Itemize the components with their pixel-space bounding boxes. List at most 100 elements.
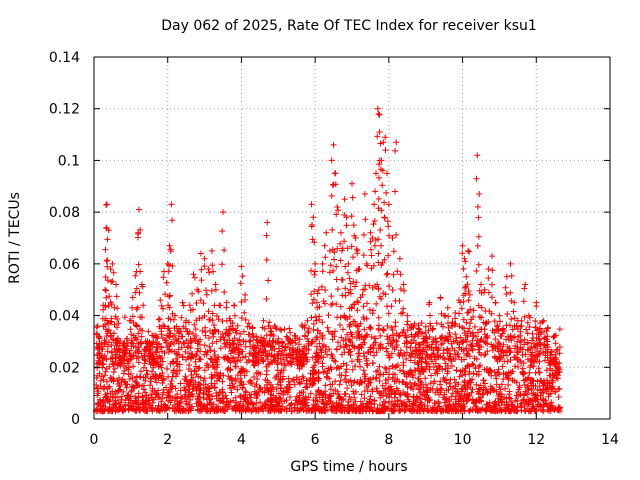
data-point bbox=[189, 391, 196, 397]
data-point bbox=[424, 396, 431, 403]
data-point bbox=[470, 314, 476, 320]
data-point bbox=[212, 286, 219, 293]
data-point bbox=[539, 379, 546, 386]
data-point bbox=[111, 365, 118, 372]
data-point bbox=[203, 388, 210, 395]
data-point bbox=[396, 255, 403, 262]
data-point bbox=[400, 305, 407, 312]
data-point bbox=[529, 337, 535, 344]
data-point bbox=[467, 320, 474, 327]
data-point bbox=[353, 279, 360, 286]
data-point bbox=[422, 381, 429, 388]
data-point bbox=[337, 303, 344, 310]
data-point bbox=[508, 316, 515, 322]
data-point bbox=[289, 347, 296, 354]
data-point bbox=[422, 323, 429, 330]
data-point bbox=[418, 359, 425, 366]
data-point bbox=[268, 347, 275, 354]
data-point bbox=[251, 344, 258, 351]
data-point bbox=[364, 362, 371, 369]
data-point bbox=[441, 376, 448, 383]
data-point bbox=[142, 347, 149, 354]
data-point bbox=[124, 340, 131, 346]
data-point bbox=[355, 299, 362, 306]
data-point bbox=[140, 364, 147, 371]
data-point bbox=[233, 327, 240, 334]
data-point bbox=[522, 399, 529, 406]
data-point bbox=[178, 344, 185, 351]
data-point bbox=[521, 381, 528, 388]
data-point bbox=[429, 385, 436, 392]
x-tick-label: 8 bbox=[384, 432, 393, 448]
data-point bbox=[114, 339, 121, 346]
data-point bbox=[114, 316, 121, 322]
data-point bbox=[208, 247, 215, 254]
data-point bbox=[325, 328, 332, 335]
data-point bbox=[159, 358, 166, 365]
data-point bbox=[231, 335, 238, 342]
data-point bbox=[423, 392, 430, 399]
data-point bbox=[124, 392, 130, 399]
data-point bbox=[468, 389, 475, 396]
data-point bbox=[383, 189, 390, 196]
data-point bbox=[393, 231, 400, 238]
data-point bbox=[232, 363, 239, 370]
data-point bbox=[434, 347, 441, 354]
data-point bbox=[108, 301, 115, 308]
data-point bbox=[460, 265, 467, 272]
data-point bbox=[275, 355, 282, 362]
data-point bbox=[551, 333, 558, 339]
x-tick-label: 12 bbox=[527, 432, 545, 448]
data-point bbox=[467, 306, 474, 313]
data-point bbox=[467, 384, 474, 391]
data-point bbox=[313, 392, 320, 398]
data-point bbox=[348, 382, 355, 389]
data-point bbox=[356, 350, 363, 357]
data-point bbox=[393, 330, 400, 337]
data-point bbox=[360, 303, 367, 310]
data-point bbox=[379, 407, 386, 414]
data-point bbox=[219, 228, 226, 235]
data-point bbox=[157, 297, 164, 304]
data-point bbox=[334, 245, 341, 252]
data-point bbox=[216, 375, 223, 382]
data-point bbox=[356, 331, 363, 338]
data-point bbox=[397, 347, 404, 354]
data-point bbox=[408, 322, 414, 329]
data-point bbox=[370, 262, 377, 269]
data-point bbox=[483, 408, 490, 415]
data-point bbox=[368, 252, 375, 259]
data-point bbox=[442, 396, 449, 403]
data-point bbox=[418, 401, 425, 408]
data-point bbox=[260, 349, 267, 356]
data-point bbox=[440, 323, 446, 330]
data-point bbox=[290, 355, 297, 362]
data-point bbox=[385, 223, 392, 230]
data-point bbox=[296, 336, 303, 343]
data-point bbox=[128, 387, 135, 394]
data-point bbox=[266, 319, 273, 326]
data-point bbox=[343, 214, 350, 221]
data-point bbox=[512, 363, 519, 370]
data-point bbox=[364, 331, 371, 338]
data-point bbox=[503, 336, 509, 343]
data-point bbox=[527, 397, 534, 404]
data-point bbox=[458, 356, 465, 363]
data-point bbox=[416, 341, 423, 348]
data-point bbox=[369, 235, 376, 241]
data-point bbox=[326, 375, 333, 382]
data-point bbox=[139, 327, 146, 334]
data-point bbox=[556, 368, 563, 375]
data-point bbox=[516, 384, 523, 391]
data-point bbox=[518, 322, 525, 329]
data-point bbox=[373, 368, 380, 375]
data-point bbox=[108, 318, 115, 325]
data-point bbox=[449, 363, 455, 369]
data-point bbox=[239, 273, 246, 280]
data-point bbox=[224, 330, 230, 336]
data-point bbox=[485, 319, 492, 325]
data-point bbox=[392, 364, 399, 371]
data-point bbox=[463, 273, 470, 280]
data-point bbox=[322, 391, 329, 398]
data-point bbox=[452, 337, 459, 344]
